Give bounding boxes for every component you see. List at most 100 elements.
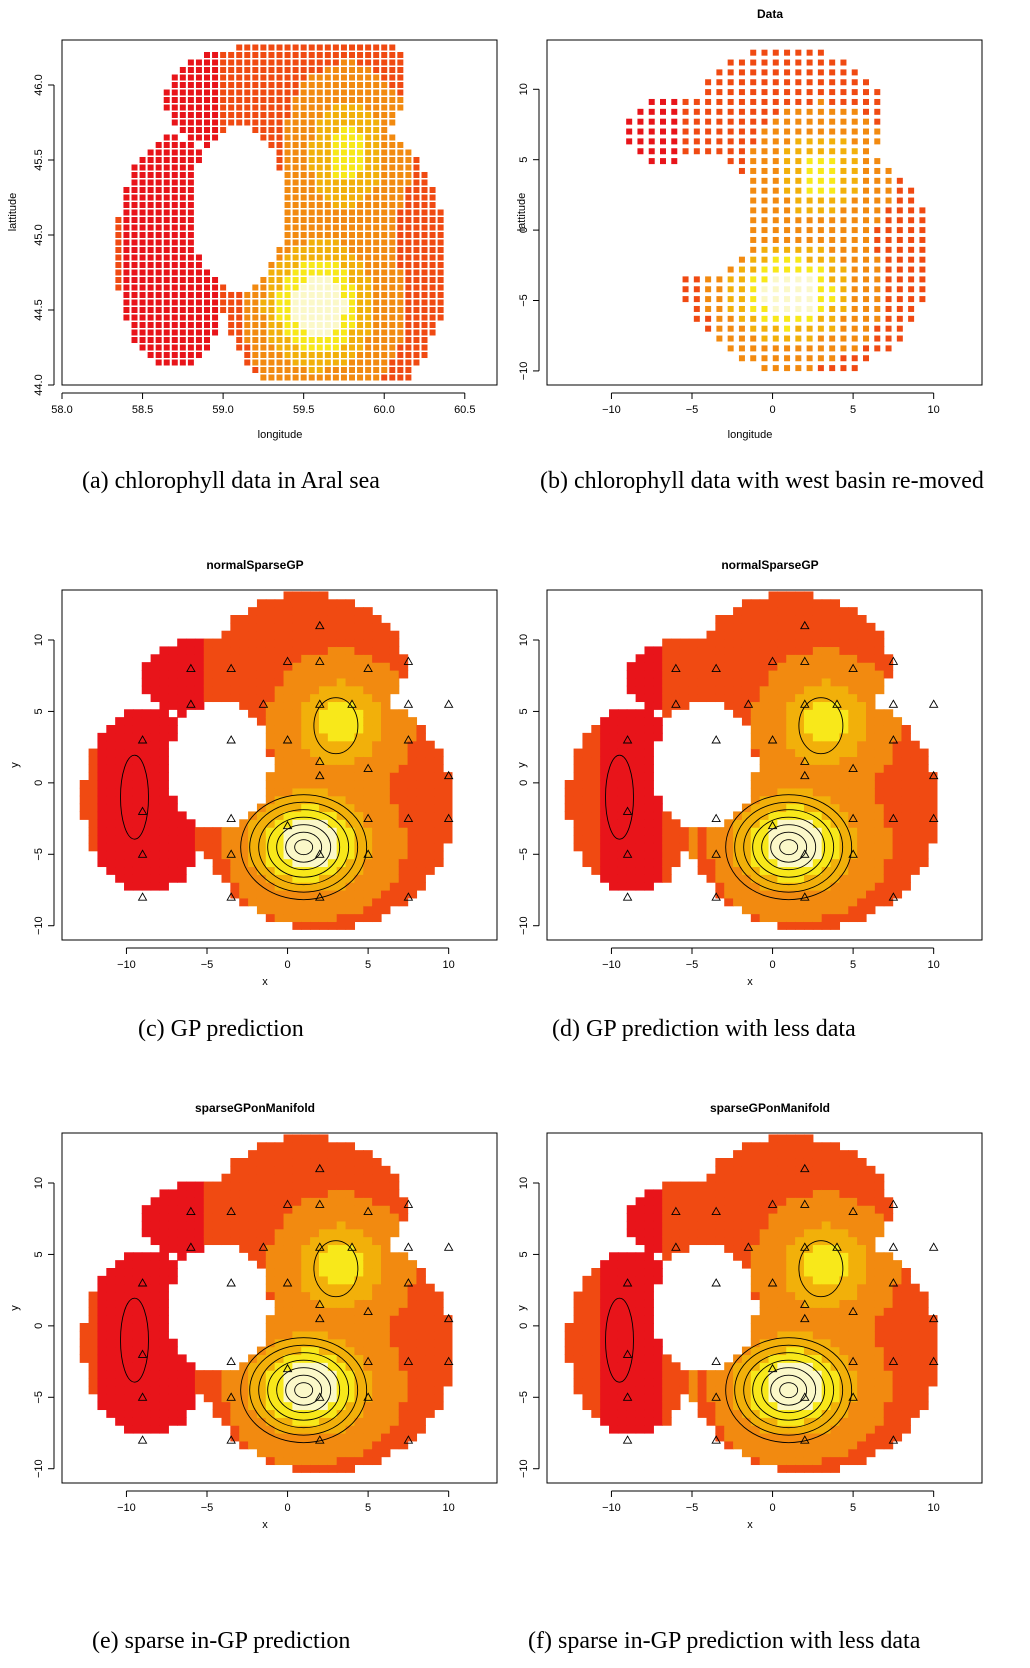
- heatmap-cell: [212, 1197, 223, 1206]
- heatmap-cell: [733, 701, 743, 710]
- heatmap-cell: [363, 677, 373, 687]
- heatmap-cell: [221, 630, 231, 640]
- heatmap-cell: [866, 732, 876, 742]
- data-point: [874, 158, 881, 165]
- heatmap-cell: [159, 1401, 169, 1411]
- heatmap-cell: [733, 670, 743, 679]
- heatmap-cell: [874, 748, 885, 758]
- heatmap-cell: [292, 913, 302, 923]
- panel-b: Data −10 −5 0 5 10 −10 −5 0 5 10 longitude latti…: [515, 0, 1030, 470]
- data-point: [389, 44, 396, 51]
- heatmap-cell: [857, 622, 867, 632]
- data-point: [381, 59, 388, 66]
- data-point: [397, 322, 404, 328]
- heatmap-cell: [724, 842, 734, 852]
- data-point: [179, 194, 186, 201]
- heatmap-cell: [327, 685, 338, 695]
- heatmap-cell: [310, 795, 320, 805]
- data-point: [357, 142, 364, 148]
- data-point: [340, 307, 347, 313]
- y-tick-label: 46.0: [33, 74, 45, 95]
- heatmap-cell: [301, 1456, 311, 1466]
- heatmap-cell: [363, 709, 373, 718]
- data-point: [817, 187, 824, 194]
- data-point: [421, 262, 428, 268]
- heatmap-cell: [372, 835, 382, 844]
- data-point: [115, 239, 122, 246]
- heatmap-cell: [265, 1338, 276, 1348]
- heatmap-cell: [132, 740, 143, 750]
- heatmap-cell: [345, 717, 356, 726]
- heatmap-cell: [177, 654, 187, 663]
- data-point: [179, 262, 186, 268]
- heatmap-cell: [327, 607, 338, 616]
- heatmap-cell: [239, 897, 249, 907]
- data-point: [727, 286, 734, 293]
- data-point: [437, 277, 444, 283]
- heatmap-cell: [132, 858, 143, 868]
- data-point: [316, 97, 323, 103]
- heatmap-cell: [830, 732, 841, 742]
- heatmap-cell: [381, 803, 391, 813]
- data-point: [761, 335, 768, 342]
- heatmap-cell: [318, 670, 329, 679]
- data-point: [863, 236, 869, 243]
- heatmap-cell: [910, 835, 920, 844]
- heatmap-cell: [733, 850, 743, 860]
- data-point: [397, 52, 404, 58]
- heatmap-cell: [653, 662, 663, 671]
- heatmap-cell: [124, 1291, 134, 1301]
- data-point: [357, 164, 364, 171]
- data-point: [276, 292, 283, 298]
- data-point: [131, 247, 138, 253]
- data-point: [738, 89, 745, 96]
- data-point: [349, 202, 355, 208]
- data-point: [163, 179, 170, 186]
- heatmap-cell: [248, 835, 258, 844]
- heatmap-cell: [336, 850, 347, 860]
- heatmap-cell: [768, 811, 778, 820]
- heatmap-cell: [786, 646, 796, 655]
- heatmap-cell: [283, 1228, 293, 1238]
- heatmap-cell: [310, 874, 320, 883]
- heatmap-cell: [132, 1354, 143, 1363]
- data-point: [863, 296, 869, 303]
- heatmap-cell: [159, 670, 169, 679]
- heatmap-cell: [821, 921, 832, 930]
- data-point: [260, 299, 267, 306]
- heatmap-cell: [363, 685, 373, 695]
- heatmap-cell: [839, 835, 849, 844]
- heatmap-cell: [354, 827, 364, 836]
- data-point: [316, 74, 323, 81]
- panel-e: sparseGPonManifold −10 −5 0 5 10 −10 −5 0 5 10 x…: [0, 1088, 515, 1558]
- data-point: [874, 276, 881, 283]
- heatmap-cell: [248, 1362, 258, 1371]
- data-point: [896, 296, 903, 303]
- heatmap-cell: [318, 591, 329, 600]
- data-point: [252, 119, 259, 126]
- data-point: [123, 299, 130, 306]
- heatmap-cell: [803, 756, 814, 765]
- data-point: [381, 157, 388, 163]
- heatmap-cell: [239, 819, 249, 828]
- heatmap-cell: [741, 599, 752, 608]
- heatmap-cell: [777, 756, 787, 765]
- data-point: [212, 329, 219, 336]
- heatmap-cell: [874, 732, 885, 742]
- heatmap-cell: [239, 1401, 249, 1411]
- heatmap-cell: [327, 615, 338, 624]
- heatmap-cell: [812, 787, 823, 797]
- data-point: [806, 89, 813, 96]
- heatmap-cell: [777, 772, 787, 781]
- heatmap-cell: [336, 693, 347, 703]
- heatmap-cell: [724, 701, 734, 710]
- data-point: [373, 142, 380, 148]
- data-point: [817, 207, 824, 214]
- heatmap-cell: [124, 1417, 134, 1426]
- heatmap-cell: [679, 835, 690, 844]
- data-point: [212, 52, 219, 58]
- data-point: [308, 277, 315, 283]
- data-point: [340, 112, 347, 118]
- heatmap-cell: [591, 756, 601, 765]
- heatmap-cell: [830, 795, 841, 805]
